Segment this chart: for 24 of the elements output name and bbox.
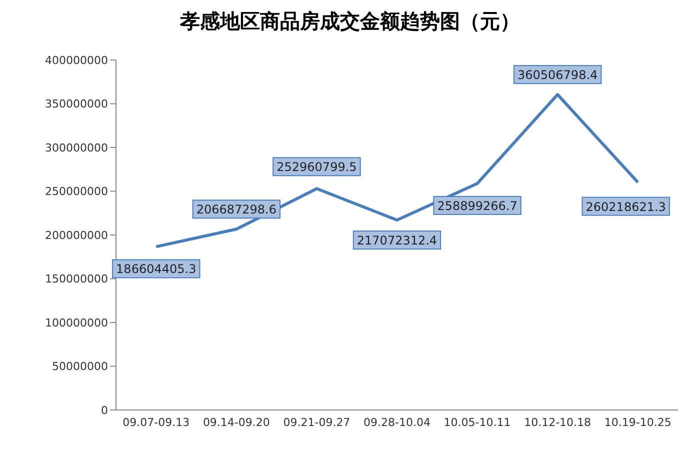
data-label: 252960799.5 (276, 160, 357, 174)
x-tick-label: 09.21-09.27 (283, 416, 350, 429)
y-tick-label: 250000000 (45, 185, 108, 198)
y-tick-label: 100000000 (45, 316, 108, 330)
y-tick-label: 200000000 (45, 228, 108, 242)
y-tick-label: 0 (101, 404, 108, 417)
y-tick-label: 50000000 (52, 360, 108, 374)
data-label: 360506798.4 (517, 68, 598, 82)
data-label: 260218621.3 (586, 200, 666, 214)
y-tick-label: 350000000 (45, 98, 108, 111)
chart-title: 孝感地区商品房成交金额趋势图（元） (178, 8, 521, 35)
data-label: 186604405.3 (116, 262, 196, 276)
x-tick-label: 09.14-09.20 (202, 416, 270, 429)
y-tick-label: 400000000 (45, 54, 108, 67)
data-label: 217072312.4 (356, 234, 438, 248)
x-tick-label: 10.12-10.18 (524, 416, 592, 429)
x-tick-label: 09.07-09.13 (122, 416, 190, 429)
x-tick-label: 10.05-10.11 (444, 416, 511, 429)
y-tick-label: 150000000 (45, 272, 108, 286)
y-tick-label: 300000000 (45, 141, 108, 154)
x-tick-label: 10.19-10.25 (604, 416, 672, 429)
data-label: 206687298.6 (196, 202, 277, 217)
x-tick-label: 09.28-10.04 (364, 416, 430, 429)
data-label: 258899266.7 (437, 198, 518, 213)
